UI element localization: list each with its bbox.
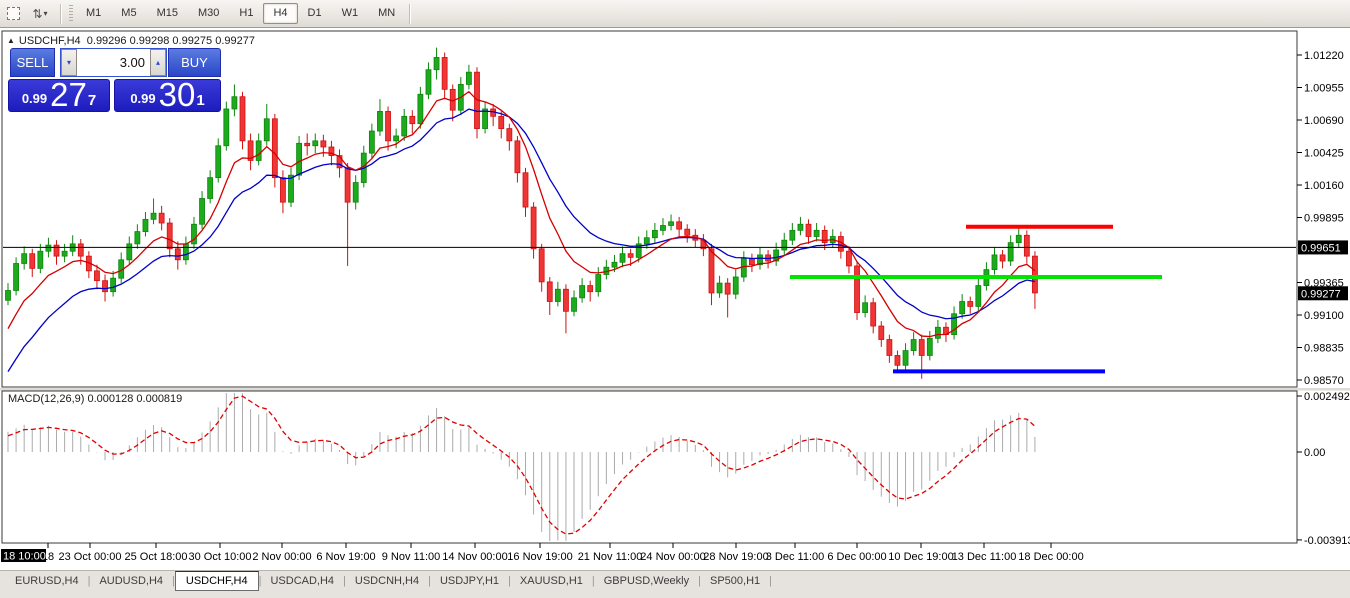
buy-price-big: 30 [158, 76, 196, 113]
svg-text:0.99100: 0.99100 [1304, 310, 1344, 322]
sell-button[interactable]: SELL [10, 48, 55, 77]
buy-price-prefix: 0.99 [130, 91, 156, 106]
svg-text:1.00690: 1.00690 [1304, 115, 1344, 127]
svg-text:28 Nov 19:00: 28 Nov 19:00 [703, 551, 768, 563]
chart-tab-sp500[interactable]: SP500,H1 [709, 575, 761, 587]
volume-decrease-button[interactable]: ▾ [61, 49, 77, 76]
chart-tab-usdcnh[interactable]: USDCNH,H4 [354, 575, 420, 587]
tab-separator: | [591, 575, 595, 587]
timeframe-button-m1[interactable]: M1 [86, 7, 102, 19]
tab-separator: | [172, 575, 175, 587]
timeframe-button-h4[interactable]: H4 [263, 3, 298, 24]
sell-price-panel[interactable]: 0.99 27 7 [8, 76, 110, 113]
svg-text:18 Dec 00:00: 18 Dec 00:00 [1018, 551, 1083, 563]
svg-text:16 Nov 19:00: 16 Nov 19:00 [507, 551, 572, 563]
sell-price-sup: 7 [87, 92, 97, 109]
svg-text:24 Nov 00:00: 24 Nov 00:00 [640, 551, 705, 563]
svg-text:3 Dec 11:00: 3 Dec 11:00 [766, 551, 825, 563]
tab-separator: | [769, 575, 772, 587]
chart-tabbar: EURUSD,H4 | AUDUSD,H4 | USDCHF,H4 | USDCAD,H4 |… [0, 570, 1350, 598]
svg-text:-0.003913: -0.003913 [1304, 535, 1350, 547]
chart-tab-usdchf[interactable]: USDCHF,H4 [174, 571, 259, 591]
tab-separator: | [343, 575, 346, 587]
tab-separator: | [258, 575, 262, 587]
svg-text:23 Oct 00:00: 23 Oct 00:00 [59, 551, 122, 563]
svg-text:1.01220: 1.01220 [1304, 50, 1344, 62]
symbols-arrows-icon[interactable]: ⇅ ▾ [32, 6, 48, 21]
timeframe-button-m15[interactable]: M15 [156, 7, 178, 19]
price-axis: 1.01220 1.00955 1.00690 1.00425 1.00160 0.998… [1297, 50, 1350, 547]
selection-icon[interactable] [3, 4, 23, 24]
buy-price-panel[interactable]: 0.99 30 1 [114, 76, 221, 113]
time-axis: 18 23 Oct 00:00 25 Oct 18:00 30 Oct 10:00 2 … [1, 543, 1084, 563]
ma-fast-line [7, 90, 1036, 338]
svg-text:6 Dec 00:00: 6 Dec 00:00 [827, 551, 886, 563]
svg-text:1.00425: 1.00425 [1304, 147, 1344, 159]
chart-tab-audusd[interactable]: AUDUSD,H4 [99, 575, 164, 587]
chart-title: ▲ USDCHF,H4 0.99296 0.99298 0.99275 0.992… [7, 35, 255, 47]
svg-text:0.99277: 0.99277 [1301, 288, 1341, 300]
chart-tab-gbpusd[interactable]: GBPUSD,Weekly [603, 575, 690, 587]
timeframe-button-m5[interactable]: M5 [121, 7, 137, 19]
macd-panel [7, 393, 1036, 541]
buy-button[interactable]: BUY [168, 48, 221, 77]
svg-text:0.00: 0.00 [1304, 447, 1325, 459]
timeframe-button-h1[interactable]: H1 [239, 7, 254, 19]
chart-tab-eurusd[interactable]: EURUSD,H4 [15, 575, 79, 587]
svg-text:2 Nov 00:00: 2 Nov 00:00 [252, 551, 311, 563]
svg-text:0.002492: 0.002492 [1304, 391, 1350, 403]
buy-price-sup: 1 [196, 92, 205, 109]
toolbar-separator [409, 3, 412, 24]
svg-text:0.99895: 0.99895 [1304, 212, 1344, 224]
svg-text:21 Nov 11:00: 21 Nov 11:00 [578, 551, 643, 563]
tab-separator: | [428, 575, 431, 587]
svg-text:18 10:00: 18 10:00 [3, 551, 46, 563]
macd-signal-line [7, 395, 1036, 535]
svg-text:30 Oct 10:00: 30 Oct 10:00 [189, 551, 252, 563]
timeframe-button-w1[interactable]: W1 [341, 7, 359, 19]
timeframe-button-d1[interactable]: D1 [307, 7, 322, 19]
svg-text:13 Dec 11:00: 13 Dec 11:00 [952, 551, 1017, 563]
candles [5, 47, 1038, 379]
volume-increase-button[interactable]: ▴ [150, 49, 166, 76]
svg-text:9 Nov 11:00: 9 Nov 11:00 [382, 551, 441, 563]
macd-indicator-label: MACD(12,26,9) 0.000128 0.000819 [8, 393, 183, 405]
svg-text:0.98835: 0.98835 [1304, 342, 1344, 354]
volume-input[interactable] [77, 49, 150, 76]
timeframe-group: M1 M5 M15 M30 H1 H4 D1 W1 MN [76, 3, 405, 24]
toolbar: ⇅ ▾ M1 M5 M15 M30 H1 H4 D1 W1 MN [0, 0, 1350, 28]
sell-price-big: 27 [50, 76, 87, 113]
timeframe-button-m30[interactable]: M30 [197, 7, 220, 19]
timeframe-button-mn[interactable]: MN [378, 7, 396, 19]
chart-tab-usdjpy[interactable]: USDJPY,H1 [439, 575, 500, 587]
sell-price-prefix: 0.99 [21, 91, 48, 106]
toolbar-separator [60, 3, 62, 24]
svg-text:1.00955: 1.00955 [1304, 82, 1344, 94]
volume-stepper: ▾ ▴ [60, 48, 167, 77]
chart-tab-xauusd[interactable]: XAUUSD,H1 [519, 575, 583, 587]
tab-separator: | [698, 575, 701, 587]
svg-text:0.98570: 0.98570 [1304, 375, 1344, 387]
svg-text:0.99651: 0.99651 [1301, 242, 1341, 254]
price-panel [3, 47, 1296, 379]
svg-text:1.00160: 1.00160 [1304, 180, 1344, 192]
svg-text:6 Nov 19:00: 6 Nov 19:00 [316, 551, 375, 563]
svg-text:25 Oct 18:00: 25 Oct 18:00 [125, 551, 188, 563]
ma-slow-line [7, 108, 1036, 372]
chart-tab-usdcad[interactable]: USDCAD,H4 [270, 575, 335, 587]
dropdown-caret-icon: ▾ [43, 9, 48, 18]
time-marker [1, 549, 46, 562]
tab-separator: | [87, 575, 91, 587]
toolbar-grip[interactable] [69, 4, 73, 23]
svg-text:14 Nov 00:00: 14 Nov 00:00 [442, 551, 507, 563]
tab-separator: | [508, 575, 511, 587]
collapse-icon[interactable]: ▲ [7, 36, 15, 45]
svg-text:10 Dec 19:00: 10 Dec 19:00 [888, 551, 953, 563]
